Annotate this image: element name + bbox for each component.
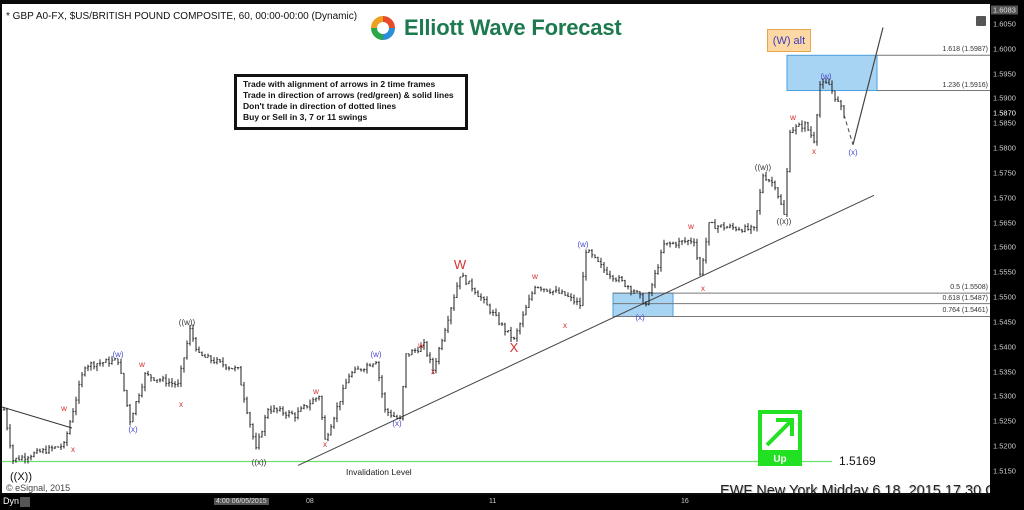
copyright: © eSignal, 2015 xyxy=(5,483,72,493)
invalidation-label: Invalidation Level xyxy=(346,467,412,477)
price-tick: 1.5650 xyxy=(993,218,1016,228)
price-high-label: 1.6083 xyxy=(991,5,1018,15)
wave-label: w xyxy=(688,222,694,232)
rule-line: Don't trade in direction of dotted lines xyxy=(243,101,397,111)
price-tick: 1.5850 xyxy=(993,118,1016,128)
wave-label: ((w)) xyxy=(754,163,772,172)
chart-title: * GBP A0-FX, $US/BRITISH POUND COMPOSITE… xyxy=(6,11,358,22)
wave-label: x xyxy=(563,321,567,331)
w-alt-label: (W) alt xyxy=(767,29,811,52)
price-tick: 1.5350 xyxy=(993,367,1016,377)
wave-label: (x) xyxy=(848,147,858,157)
price-tick: 1.5500 xyxy=(993,292,1016,302)
price-tick: 1.5250 xyxy=(993,416,1016,426)
rule-line: Trade with alignment of arrows in 2 time… xyxy=(243,79,436,89)
price-tick: 1.5550 xyxy=(993,267,1016,277)
current-price-label: 1.5870 xyxy=(993,108,1016,118)
wave-label: w xyxy=(532,272,538,282)
fib-level-label: 0.5 (1.5508) xyxy=(950,284,988,292)
fib-level-label: 1.618 (1.5987) xyxy=(942,46,988,54)
wave-label: w xyxy=(139,360,145,370)
wave-label: w xyxy=(790,112,796,122)
price-axis[interactable]: 1.6083 1.6050 1.6000 1.5950 1.5900 1.5850 1.5… xyxy=(990,0,1024,495)
price-tick: 1.5200 xyxy=(993,441,1016,451)
logo-icon xyxy=(371,16,395,40)
wave-label: ((X)) xyxy=(10,471,32,483)
wave-label: w xyxy=(61,404,67,414)
wave-label: x xyxy=(431,366,435,376)
wave-label: ((x)) xyxy=(776,217,792,227)
maximize-icon[interactable] xyxy=(976,16,986,26)
price-tick: 1.5150 xyxy=(993,466,1016,476)
price-tick: 1.5750 xyxy=(993,168,1016,178)
wave-label: x xyxy=(812,146,816,156)
up-signal-box: Up xyxy=(758,410,802,466)
projection-dotted-line xyxy=(843,114,854,145)
wave-label: ((x)) xyxy=(251,458,267,468)
wave-label: (w) xyxy=(577,239,589,249)
price-tick: 1.6050 xyxy=(993,19,1016,29)
fib-level-label: 0.764 (1.5461) xyxy=(942,307,988,315)
price-chart xyxy=(2,27,990,466)
price-tick: 1.5800 xyxy=(993,143,1016,153)
plot-area[interactable]: * GBP A0-FX, $US/BRITISH POUND COMPOSITE… xyxy=(2,4,990,493)
date-label: 16 xyxy=(681,498,689,505)
up-signal-label: Up xyxy=(773,454,787,465)
wave-label: x xyxy=(179,399,183,409)
trading-rules-box: Trade with alignment of arrows in 2 time… xyxy=(234,74,468,130)
wave-label: x xyxy=(701,284,705,294)
invalidation-value: 1.5169 xyxy=(839,454,876,468)
rule-line: Trade in direction of arrows (red/green)… xyxy=(243,90,454,100)
fib-level-label: 0.618 (1.5487) xyxy=(942,294,988,302)
price-tick: 1.5600 xyxy=(993,242,1016,252)
price-tick: 1.5700 xyxy=(993,193,1016,203)
wave-label: X xyxy=(509,340,519,356)
price-tick: 1.5950 xyxy=(993,69,1016,79)
time-axis[interactable]: Dyn 4:00 06/05/2015 08 11 16 xyxy=(0,495,1024,510)
wave-label: w xyxy=(313,386,319,396)
trendline xyxy=(297,194,875,466)
wave-label: (w) xyxy=(370,350,382,360)
price-tick: 1.5400 xyxy=(993,342,1016,352)
wave-label: W xyxy=(453,256,467,272)
logo: Elliott Wave Forecast xyxy=(368,12,622,44)
wave-label: x xyxy=(323,439,327,449)
wave-label: x xyxy=(71,444,75,454)
wave-label: w xyxy=(418,341,424,351)
rule-line: Buy or Sell in 3, 7 or 11 swings xyxy=(243,112,368,122)
channel-line xyxy=(2,406,73,429)
arrow-up-right-icon xyxy=(765,418,794,447)
footer-caption: EWF New York Midday 6.18..2015 17.30 GMT xyxy=(720,483,990,493)
date-label: 4:00 06/05/2015 xyxy=(214,498,269,505)
wave-label: (w) xyxy=(112,350,124,360)
date-label: 08 xyxy=(306,498,314,505)
price-tick: 1.5900 xyxy=(993,93,1016,103)
date-label: 11 xyxy=(489,498,497,505)
wave-label: (x) xyxy=(392,419,402,429)
fib-level-label: 1.236 (1.5916) xyxy=(942,81,988,89)
price-tick: 1.5450 xyxy=(993,317,1016,327)
logo-text: Elliott Wave Forecast xyxy=(404,15,622,40)
price-tick: 1.6000 xyxy=(993,44,1016,54)
projection-solid-line xyxy=(852,27,884,145)
wave-label: (x) xyxy=(128,425,138,435)
price-tick: 1.5300 xyxy=(993,391,1016,401)
scale-toggle-button[interactable] xyxy=(20,497,30,507)
wave-label: ((w)) xyxy=(178,317,196,327)
dynamic-mode-label: Dyn xyxy=(3,496,20,506)
wave-label: (w) xyxy=(820,71,832,81)
wave-label: (x) xyxy=(635,313,645,323)
